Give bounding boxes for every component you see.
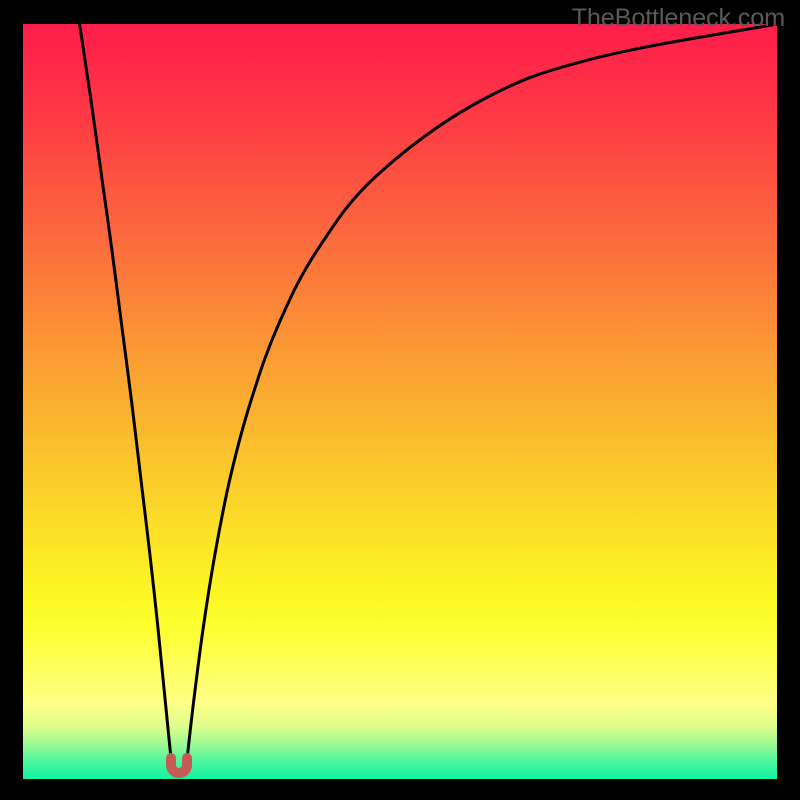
bottleneck-curve	[23, 24, 777, 779]
plot-area	[23, 24, 777, 779]
chart-frame: TheBottleneck.com	[0, 0, 800, 800]
watermark-text: TheBottleneck.com	[572, 4, 785, 33]
minimum-marker	[166, 752, 192, 778]
